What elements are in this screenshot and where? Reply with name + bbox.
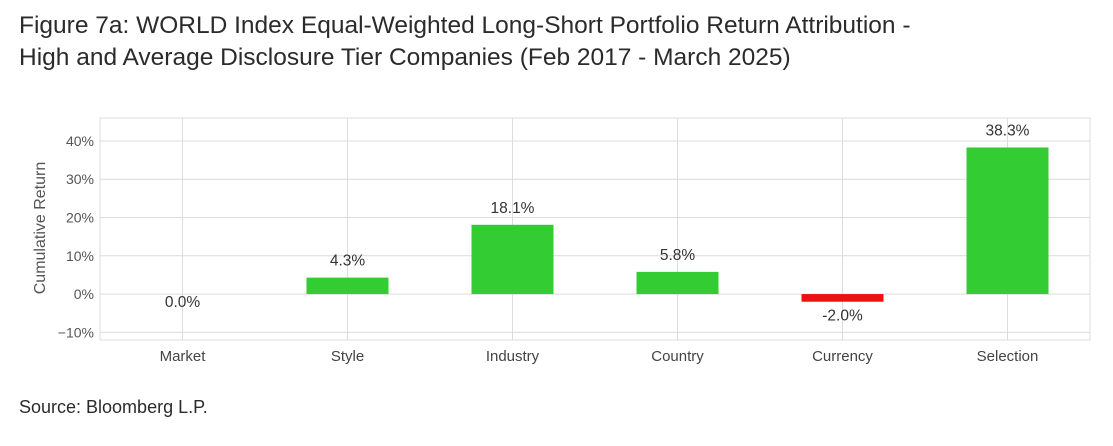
plot-frame — [99, 117, 1091, 341]
x-tick-label: Style — [331, 348, 364, 365]
data-label: 18.1% — [491, 200, 535, 217]
title-line-2: High and Average Disclosure Tier Compani… — [19, 44, 791, 71]
bar-selection — [966, 147, 1049, 295]
title-line-1: Figure 7a: WORLD Index Equal-Weighted Lo… — [19, 12, 911, 39]
grid-layer — [99, 117, 1091, 341]
data-label: -2.0% — [822, 308, 863, 325]
label-layer: −10% 0% 10% 20% 30% 40% 0.0% Market 4.3% Style 18.… — [58, 122, 1039, 365]
bar-style — [306, 277, 389, 295]
data-label: 5.8% — [660, 247, 696, 264]
source-note: Source: Bloomberg L.P. — [19, 397, 208, 417]
y-tick-label: 0% — [74, 286, 94, 302]
data-label: 0.0% — [165, 294, 201, 311]
x-tick-label: Country — [651, 348, 704, 365]
data-label: 4.3% — [330, 253, 366, 270]
x-tick-label: Industry — [486, 348, 540, 365]
y-tick-label: 40% — [66, 133, 94, 149]
y-tick-label: −10% — [58, 324, 94, 340]
bar-currency — [801, 294, 884, 302]
bar-industry — [471, 224, 554, 295]
bar-layer — [306, 147, 1049, 302]
chart-title: Figure 7a: WORLD Index Equal-Weighted Lo… — [19, 10, 1099, 74]
x-tick-label: Market — [160, 348, 207, 365]
x-tick-label: Selection — [977, 348, 1039, 365]
data-label: 38.3% — [986, 122, 1030, 139]
y-tick-label: 10% — [66, 248, 94, 264]
bar-country — [636, 271, 719, 295]
x-tick-label: Currency — [812, 348, 873, 365]
y-tick-label: 20% — [66, 210, 94, 226]
y-tick-label: 30% — [66, 171, 94, 187]
y-axis-label: Cumulative Return — [32, 162, 49, 295]
